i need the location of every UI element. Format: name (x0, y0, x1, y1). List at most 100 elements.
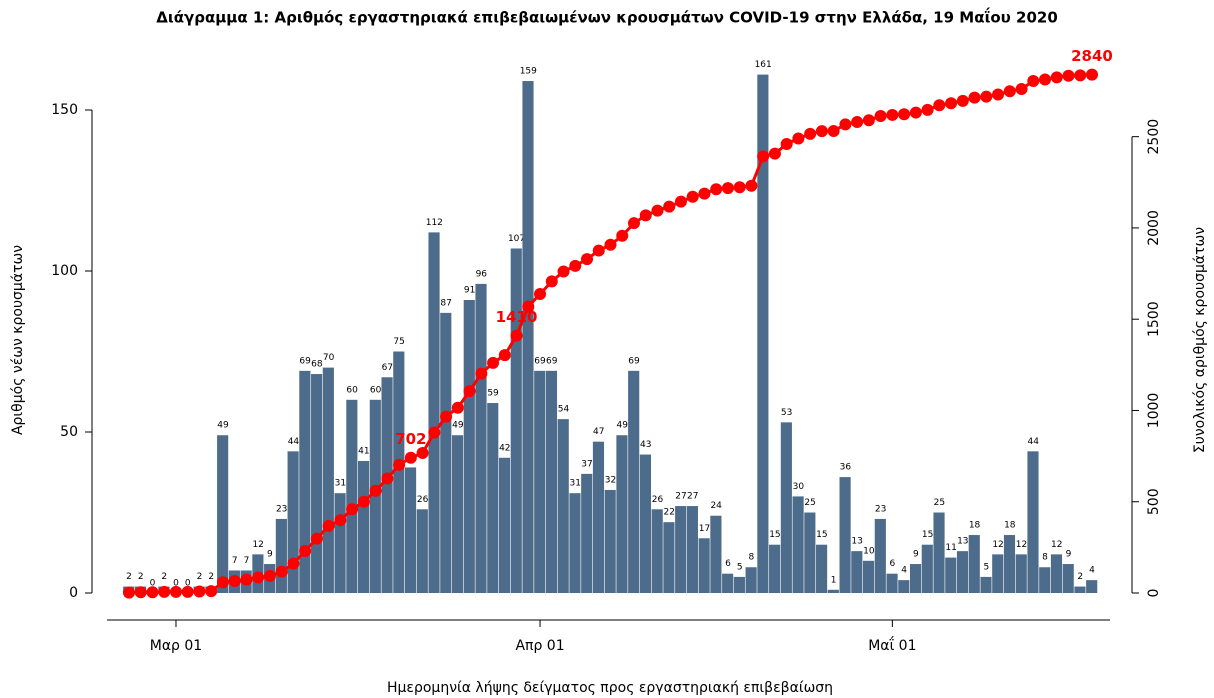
bar-value-label: 25 (804, 498, 815, 508)
bar-value-label: 26 (417, 495, 429, 505)
bar (722, 573, 734, 593)
cumulative-point (134, 586, 147, 599)
cumulative-point (581, 253, 594, 266)
y2-tick-label: 2000 (1146, 210, 1162, 246)
cumulative-point (193, 585, 206, 598)
bar-value-label: 7 (232, 556, 238, 566)
cumulative-point (158, 585, 171, 598)
bar-value-label: 4 (1089, 566, 1095, 576)
bar (545, 370, 558, 593)
bar-value-label: 59 (487, 389, 499, 399)
cumulative-point (263, 569, 276, 582)
bar (874, 518, 886, 593)
bar-value-label: 6 (725, 559, 731, 569)
bar-value-label: 161 (755, 60, 772, 70)
bar-value-label: 91 (464, 285, 475, 295)
cumulative-point (228, 574, 241, 587)
bar (663, 522, 675, 593)
cumulative-point (851, 116, 864, 129)
bar (510, 248, 522, 593)
bar (945, 557, 957, 593)
bar-value-label: 30 (793, 482, 805, 492)
bar-value-label: 2 (126, 572, 132, 582)
bar-value-label: 12 (992, 540, 1003, 550)
bar-value-label: 23 (276, 504, 287, 514)
bar-value-label: 36 (840, 463, 852, 473)
bar-value-label: 1 (831, 575, 837, 585)
bar (1027, 451, 1039, 593)
bar (1015, 554, 1027, 593)
bar-value-label: 25 (934, 498, 945, 508)
bar-value-label: 0 (150, 579, 156, 589)
cumulative-point (416, 446, 429, 459)
bar (956, 551, 969, 593)
bar-value-label: 2 (1077, 572, 1083, 582)
x-tick-label: Μαρ 01 (150, 638, 202, 654)
bar-value-label: 4 (901, 566, 907, 576)
bar (522, 81, 534, 594)
bar (487, 403, 499, 593)
bar (581, 473, 593, 593)
cumulative-point (933, 99, 946, 112)
bar-value-label: 31 (335, 479, 346, 489)
cumulative-point (240, 573, 253, 586)
bar (909, 564, 922, 593)
cumulative-point (569, 259, 582, 272)
bar-value-label: 22 (663, 508, 674, 518)
bar (780, 422, 792, 593)
chart-title: Διάγραμμα 1: Αριθμός εργαστηριακά επιβεβ… (156, 7, 1058, 27)
bar (992, 554, 1004, 593)
cumulative-point (1074, 69, 1087, 82)
bar-value-label: 5 (737, 562, 743, 572)
cumulative-point (745, 179, 758, 192)
cumulative-point (604, 238, 617, 251)
bar (1050, 554, 1063, 593)
bar (921, 544, 933, 593)
bar-value-label: 37 (581, 459, 592, 469)
bar (827, 589, 839, 593)
bar-value-label: 7 (244, 556, 250, 566)
bar-value-label: 15 (816, 530, 827, 540)
y2-tick-label: 500 (1146, 488, 1162, 515)
cumulative-point (980, 90, 993, 103)
y2-tick-label: 1500 (1146, 301, 1162, 337)
bar-value-label: 75 (393, 337, 404, 347)
cumulative-point (510, 329, 523, 342)
bar-value-label: 2 (197, 572, 203, 582)
bar (592, 441, 605, 593)
bar (968, 535, 980, 593)
cumulative-point (674, 195, 687, 208)
cumulative-point (487, 356, 500, 369)
bar (839, 477, 851, 593)
cumulative-point (592, 244, 605, 257)
bar-value-label: 12 (1051, 540, 1062, 550)
bar-value-label: 10 (863, 546, 875, 556)
bar-value-label: 15 (769, 530, 780, 540)
bar (651, 509, 663, 593)
y-tick-label: 50 (60, 424, 78, 440)
bar (686, 506, 698, 593)
cumulative-point (921, 103, 934, 116)
cumulative-point (393, 458, 406, 471)
bar (534, 370, 546, 593)
bar-value-label: 13 (957, 537, 968, 547)
bar (287, 451, 299, 593)
cumulative-point (534, 288, 547, 301)
cumulative-point (475, 367, 488, 380)
bar (217, 435, 229, 593)
cumulative-point (1027, 74, 1040, 87)
cumulative-point (792, 132, 805, 145)
cumulative-point (1062, 69, 1075, 82)
bar-value-label: 8 (749, 553, 755, 563)
bar-value-label: 15 (922, 530, 933, 540)
cumulative-point (545, 275, 558, 288)
cumulative-point (216, 576, 229, 589)
cumulative-point (557, 265, 570, 278)
bar (311, 374, 323, 593)
cumulative-point (733, 181, 746, 194)
cumulative-point (827, 125, 840, 138)
bar-value-label: 159 (520, 67, 537, 77)
bar-value-label: 43 (640, 440, 651, 450)
cumulative-point (710, 183, 723, 196)
bar (334, 493, 346, 593)
